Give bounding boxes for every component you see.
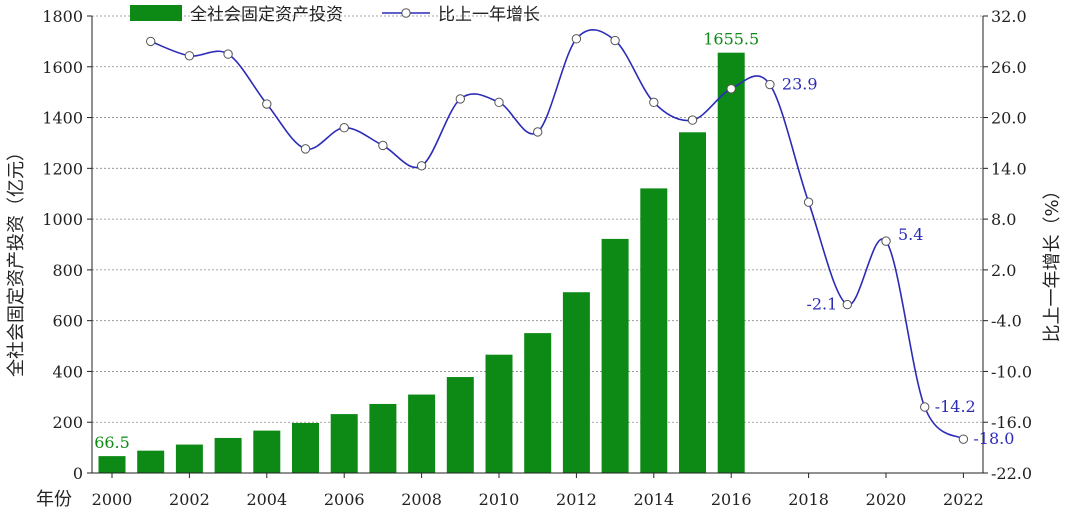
line-point-2013 xyxy=(610,35,620,46)
growth-line xyxy=(150,29,964,440)
tick-labels: 0 200 400 600 800 1000 1200 1400 1600 1800 -22.0 -1… xyxy=(42,7,1032,509)
bar-2005 xyxy=(292,422,319,473)
legend-bar-label: 全社会固定资产投资 xyxy=(190,5,343,25)
y-tick-label-right: 20.0 xyxy=(991,109,1027,128)
x-tick-label: 2014 xyxy=(633,490,674,509)
y-tick-label-right: 2.0 xyxy=(991,261,1016,280)
line-data-label: 5.4 xyxy=(898,225,923,244)
y-axis-title-right: 比上一年增长（%） xyxy=(1042,181,1063,342)
x-tick-label: 2002 xyxy=(169,490,210,509)
x-tick-label: 2020 xyxy=(866,490,907,509)
y-tick-label-left: 600 xyxy=(52,312,83,331)
bar-2010 xyxy=(485,354,513,473)
axes xyxy=(87,15,988,478)
bar-data-label: 1655.5 xyxy=(703,30,759,49)
bar-2016 xyxy=(717,52,745,473)
y-tick-label-right: -10.0 xyxy=(991,362,1032,381)
bar-2007 xyxy=(369,403,397,473)
y-tick-label-left: 200 xyxy=(52,413,83,432)
legend-line-marker xyxy=(401,8,411,18)
y-tick-label-right: 32.0 xyxy=(991,7,1027,26)
y-tick-label-right: -16.0 xyxy=(991,413,1032,432)
line-point-2006 xyxy=(339,123,349,133)
line-point-2018 xyxy=(803,197,814,207)
line-point-2020 xyxy=(881,236,891,246)
x-tick-label: 2008 xyxy=(401,490,442,509)
y-tick-label-right: 14.0 xyxy=(991,159,1027,178)
y-tick-label-left: 1200 xyxy=(42,159,83,178)
x-tick-label: 2012 xyxy=(556,490,597,509)
bar-2003 xyxy=(214,437,242,473)
y-tick-label-right: 26.0 xyxy=(991,58,1027,77)
line-point-2010 xyxy=(494,97,504,108)
line-point-2008 xyxy=(416,161,427,171)
x-tick-label: 2022 xyxy=(943,490,984,509)
bar-series xyxy=(98,52,745,473)
line-point-2014 xyxy=(649,97,659,108)
y-tick-label-left: 0 xyxy=(73,464,83,483)
bar-2015 xyxy=(679,132,706,473)
x-tick-label: 2006 xyxy=(324,490,365,509)
line-point-2015 xyxy=(687,115,698,125)
x-tick-label: 2004 xyxy=(246,490,287,509)
legend-bar-swatch xyxy=(130,5,182,21)
line-point-2005 xyxy=(300,144,311,154)
x-axis-title: 年份 xyxy=(36,489,72,510)
y-tick-label-right: 8.0 xyxy=(991,210,1016,229)
bar-2011 xyxy=(524,333,552,473)
bar-2012 xyxy=(562,292,590,473)
line-point-2021 xyxy=(920,402,930,412)
line-data-label: -14.2 xyxy=(935,397,976,416)
line-point-2004 xyxy=(262,99,272,109)
bar-data-label: 66.5 xyxy=(94,433,130,452)
y-tick-label-left: 400 xyxy=(52,362,83,381)
y-tick-label-left: 800 xyxy=(52,261,83,280)
bar-2006 xyxy=(330,414,358,473)
y-tick-label-left: 1800 xyxy=(42,7,83,26)
line-point-2009 xyxy=(455,94,465,104)
line-point-2022 xyxy=(958,434,969,444)
growth-line-series xyxy=(146,29,969,444)
line-point-2003 xyxy=(223,49,233,59)
x-tick-label: 2016 xyxy=(711,490,752,509)
bar-2014 xyxy=(640,188,668,473)
bar-2008 xyxy=(408,394,436,473)
y-tick-label-left: 1600 xyxy=(42,58,83,77)
line-point-2019 xyxy=(842,299,852,310)
bar-2004 xyxy=(253,430,281,473)
y-tick-label-right: -22.0 xyxy=(991,464,1032,483)
line-point-2017 xyxy=(765,79,775,90)
x-tick-label: 2010 xyxy=(479,490,520,509)
line-data-label: 23.9 xyxy=(782,75,818,94)
x-tick-label: 2000 xyxy=(92,490,133,509)
data-annotations: 66.5 1655.5 23.9 -2.1 5.4 -14.2 -18.0 xyxy=(94,30,1014,452)
y-tick-label-left: 1000 xyxy=(42,210,83,229)
line-point-2016 xyxy=(726,84,736,94)
line-point-2001 xyxy=(146,36,156,47)
line-point-2012 xyxy=(571,34,582,44)
bar-2001 xyxy=(137,450,165,473)
y-tick-label-right: -4.0 xyxy=(991,312,1022,331)
y-tick-label-left: 1400 xyxy=(42,109,83,128)
line-data-label: -18.0 xyxy=(973,429,1014,448)
line-point-2011 xyxy=(533,127,543,137)
y-axis-title-left: 全社会固定资产投资（亿元） xyxy=(6,143,27,377)
x-tick-label: 2018 xyxy=(788,490,829,509)
line-point-2007 xyxy=(378,140,388,151)
line-data-label: -2.1 xyxy=(806,295,837,314)
bar-2002 xyxy=(175,444,203,473)
bar-2009 xyxy=(446,377,474,473)
bar-2013 xyxy=(601,238,629,473)
bar-2000 xyxy=(98,456,126,473)
line-point-2002 xyxy=(184,51,195,61)
legend: 全社会固定资产投资 比上一年增长 xyxy=(130,5,540,25)
legend-line-label: 比上一年增长 xyxy=(438,5,540,25)
